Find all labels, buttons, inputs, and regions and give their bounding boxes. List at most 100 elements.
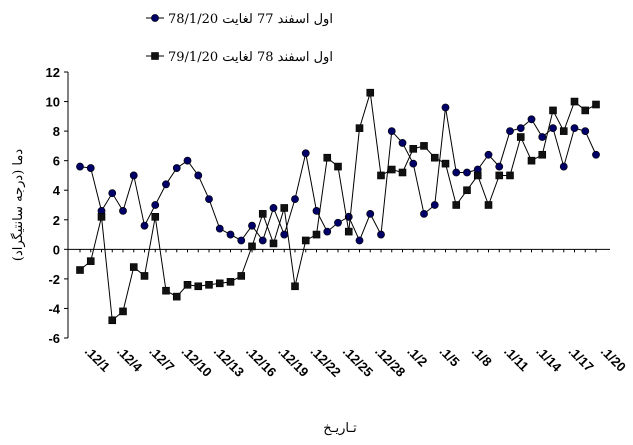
y-axis-label: دما (درجه سانتيگراد): [10, 149, 26, 261]
data-point: [151, 201, 160, 209]
data-point: [258, 210, 267, 218]
y-tick-label: 6: [53, 154, 60, 169]
data-point: [291, 195, 299, 203]
data-point: [495, 171, 504, 180]
data-point: [194, 282, 203, 291]
data-point: [183, 156, 192, 165]
x-tick-label: .1/20: [598, 344, 629, 375]
data-point: [538, 133, 547, 141]
data-point: [215, 224, 224, 233]
data-point: [129, 171, 138, 180]
data-point: [409, 159, 418, 168]
data-point: [387, 165, 396, 174]
x-tick-label: .12/28: [372, 344, 408, 380]
y-tick-label: 8: [53, 124, 60, 139]
data-point: [237, 272, 246, 280]
data-point: [140, 221, 149, 230]
x-tick-label: .12/4: [114, 344, 146, 376]
data-point: [280, 230, 289, 239]
data-point: [452, 201, 461, 209]
y-tick-label: 2: [53, 213, 60, 228]
data-point: [441, 159, 450, 168]
data-point: [108, 189, 117, 198]
data-point: [301, 149, 310, 158]
data-point: [366, 88, 375, 97]
legend-marker: [151, 52, 159, 60]
data-point: [441, 103, 450, 112]
data-point: [344, 227, 353, 236]
x-tick-label: .1/14: [533, 344, 565, 376]
data-point: [377, 230, 385, 239]
data-point: [119, 307, 127, 316]
x-tick-label: .1/2: [404, 344, 430, 370]
data-point: [162, 286, 170, 295]
data-point: [312, 230, 321, 239]
y-tick-label: 10: [46, 95, 60, 110]
data-point: [205, 280, 213, 289]
data-point: [549, 106, 557, 115]
data-point: [129, 263, 138, 271]
data-point: [527, 156, 536, 165]
data-point: [151, 213, 160, 221]
data-point: [334, 218, 342, 227]
x-tick-label: .1/17: [566, 344, 597, 375]
data-point: [398, 139, 407, 147]
data-point: [86, 257, 95, 265]
x-tick-label: .12/22: [308, 344, 344, 380]
data-point: [140, 272, 149, 280]
data-point: [420, 209, 428, 218]
data-point: [495, 162, 504, 171]
data-point: [237, 236, 246, 245]
data-point: [355, 236, 364, 245]
data-point: [269, 204, 278, 212]
x-tick-label: .12/25: [340, 344, 376, 380]
data-point: [162, 180, 170, 189]
data-point: [108, 316, 117, 325]
y-tick-label: 4: [53, 183, 61, 198]
data-point: [119, 207, 127, 215]
data-point: [377, 171, 385, 180]
data-point: [301, 236, 310, 245]
x-tick-label: .12/13: [211, 344, 247, 380]
data-point: [570, 124, 579, 133]
data-point: [484, 201, 493, 209]
data-point: [506, 127, 514, 136]
data-point: [172, 292, 181, 301]
y-tick-label: -4: [48, 301, 60, 316]
data-point: [506, 171, 514, 180]
data-point: [516, 133, 525, 141]
x-tick-label: .1/11: [501, 344, 532, 375]
data-point: [366, 209, 375, 218]
data-point: [559, 162, 568, 171]
data-point: [549, 124, 557, 133]
y-tick-label: 0: [53, 242, 60, 257]
data-point: [559, 127, 568, 135]
y-tick-label: -2: [48, 272, 60, 287]
data-point: [538, 150, 547, 159]
data-point: [226, 278, 235, 286]
x-tick-label: .12/10: [179, 344, 215, 380]
data-point: [581, 127, 590, 136]
data-point: [516, 124, 525, 133]
data-point: [387, 127, 396, 136]
data-point: [484, 150, 493, 159]
data-point: [398, 168, 407, 177]
data-point: [592, 100, 600, 109]
data-point: [570, 97, 579, 106]
legend-marker: [151, 14, 159, 22]
data-point: [194, 171, 203, 180]
data-point: [86, 164, 95, 172]
x-tick-label: .12/7: [146, 344, 177, 375]
data-point: [527, 115, 536, 124]
y-tick-label: 12: [46, 65, 60, 80]
data-point: [215, 279, 224, 288]
x-tick-label: .12/16: [243, 344, 279, 380]
data-point: [409, 145, 418, 153]
x-tick-label: .1/8: [469, 344, 495, 370]
data-point: [420, 142, 428, 150]
data-point: [430, 153, 439, 162]
legend-label: اول اسفند 78 لغايت 79/1/20: [168, 50, 333, 65]
x-tick-label: .12/1: [82, 344, 113, 375]
data-point: [280, 204, 289, 212]
data-point: [323, 153, 332, 162]
